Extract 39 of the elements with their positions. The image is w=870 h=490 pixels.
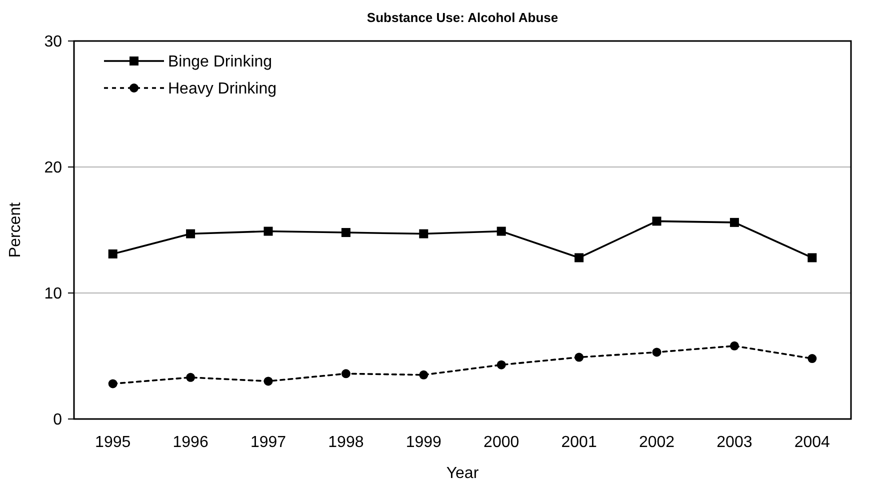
- point: [808, 354, 817, 364]
- x-tick-label: 2003: [716, 434, 752, 451]
- x-tick-label: 2000: [484, 434, 520, 451]
- y-tick-label: 10: [44, 286, 62, 303]
- point: [496, 226, 506, 236]
- point: [496, 360, 506, 370]
- point: [186, 372, 196, 382]
- x-tick-label: 1998: [328, 434, 364, 451]
- y-tick-label: 0: [53, 412, 62, 429]
- x-tick-label: 1996: [172, 434, 208, 451]
- legend-label: Heavy Drinking: [168, 80, 276, 98]
- point: [108, 249, 118, 258]
- x-tick-label: 1999: [406, 434, 442, 451]
- point: [808, 253, 817, 262]
- chart-title: Substance Use: Alcohol Abuse: [366, 10, 558, 25]
- legend-label: Binge Drinking: [168, 54, 272, 71]
- x-tick-label: 1995: [95, 434, 131, 451]
- point: [730, 218, 739, 227]
- point: [574, 352, 584, 362]
- y-tick-label: 30: [44, 34, 62, 51]
- point: [186, 229, 196, 238]
- point: [652, 348, 662, 357]
- point: [419, 370, 428, 380]
- x-tick-label: 2002: [638, 434, 675, 451]
- point: [341, 228, 350, 238]
- point: [264, 376, 273, 386]
- point: [652, 216, 662, 226]
- x-tick-label: 2004: [794, 434, 830, 451]
- x-axis-title: Year: [446, 465, 480, 482]
- point: [574, 253, 584, 262]
- x-tick-label: 2001: [561, 434, 597, 451]
- y-axis-title: Percent: [7, 202, 24, 258]
- x-tick-label: 1997: [250, 434, 286, 451]
- point: [730, 341, 739, 350]
- y-tick-label: 20: [44, 160, 62, 177]
- point: [341, 369, 350, 378]
- point: [264, 226, 273, 236]
- point: [108, 379, 118, 388]
- point: [419, 229, 428, 238]
